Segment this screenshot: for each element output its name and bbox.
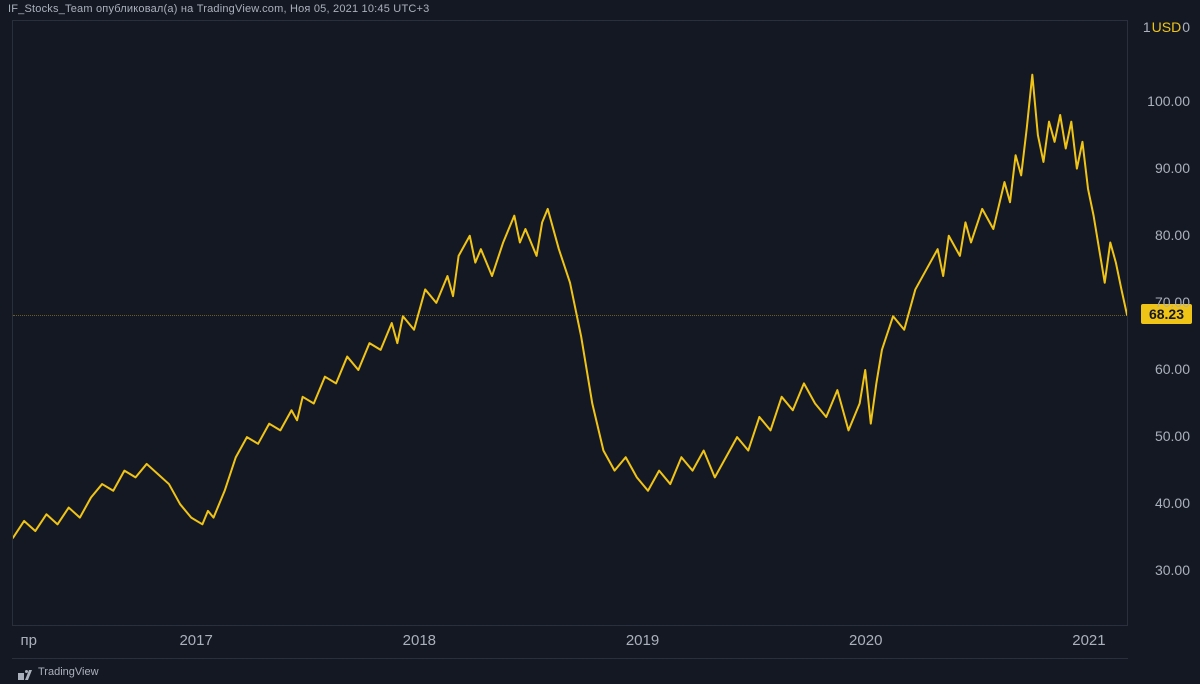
publish-info: IF_Stocks_Team опубликовал(а) на Trading… xyxy=(0,0,1200,20)
y-tick: 50.00 xyxy=(1155,428,1190,444)
x-tick: пр xyxy=(21,632,37,649)
tradingview-brand: TradingView xyxy=(38,666,99,678)
tradingview-logo-icon xyxy=(18,667,32,677)
y-tick: 30.00 xyxy=(1155,562,1190,578)
y-tick: 40.00 xyxy=(1155,495,1190,511)
x-tick: 2018 xyxy=(403,632,436,649)
y-tick: 60.00 xyxy=(1155,361,1190,377)
footer: TradingView xyxy=(12,658,1128,684)
y-tick: 100.00 xyxy=(1147,93,1190,109)
currency-badge: 1USD0 xyxy=(1143,19,1190,35)
header-text: IF_Stocks_Team опубликовал(а) на Trading… xyxy=(8,3,429,15)
x-axis: пр 2017 2018 2019 2020 2021 xyxy=(12,628,1128,656)
price-series xyxy=(13,21,1127,625)
x-tick: 2019 xyxy=(626,632,659,649)
y-axis: 1USD0 68.23 30.0040.0050.0060.0070.0080.… xyxy=(1130,20,1200,626)
chart-area[interactable] xyxy=(12,20,1128,626)
x-tick: 2020 xyxy=(849,632,882,649)
y-tick: 80.00 xyxy=(1155,227,1190,243)
y-tick: 90.00 xyxy=(1155,160,1190,176)
y-tick: 70.00 xyxy=(1155,294,1190,310)
x-tick: 2017 xyxy=(179,632,212,649)
x-tick: 2021 xyxy=(1072,632,1105,649)
